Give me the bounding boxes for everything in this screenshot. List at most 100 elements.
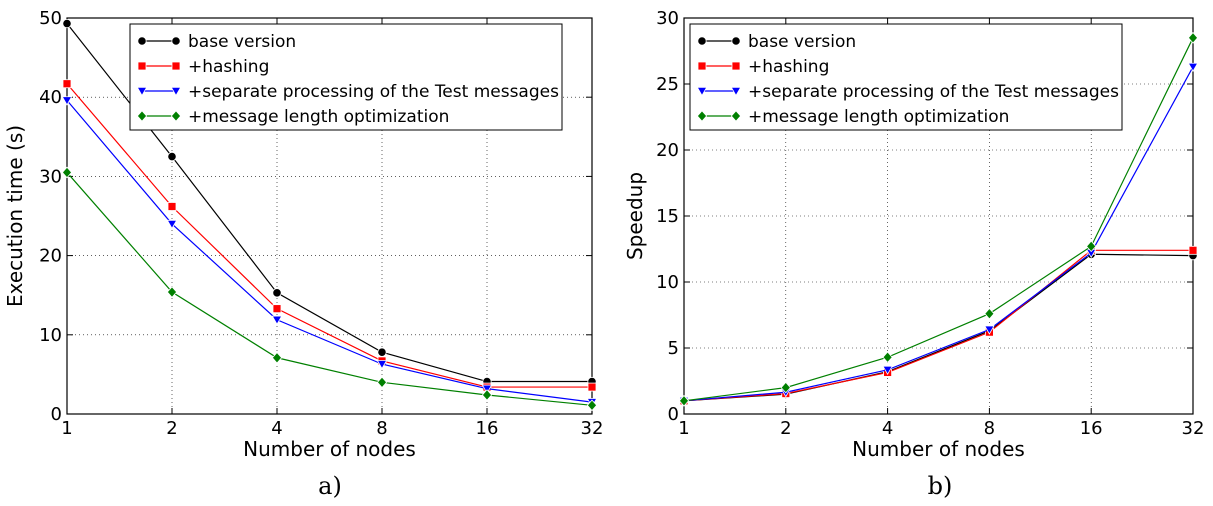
- legend-marker: [171, 61, 181, 71]
- legend-label: base version: [748, 32, 856, 52]
- legend-marker: [696, 87, 708, 97]
- data-point: [1086, 240, 1097, 253]
- legend-marker: [170, 87, 182, 97]
- data-point: [62, 79, 72, 89]
- data-point: [376, 376, 388, 389]
- x-tick-label: 2: [166, 418, 177, 439]
- data-point: [882, 365, 893, 375]
- panel-caption: b): [928, 472, 953, 500]
- y-tick-label: 20: [656, 140, 679, 161]
- data-point: [1187, 31, 1199, 44]
- data-point: [586, 399, 598, 412]
- legend-entry: +message length optimization: [136, 107, 449, 127]
- series-line: [66, 83, 592, 388]
- legend-marker: [697, 61, 707, 71]
- y-tick-label: 25: [656, 74, 679, 95]
- y-axis-label: Speedup: [623, 172, 647, 260]
- y-tick-label: 30: [656, 8, 679, 29]
- data-point: [166, 286, 178, 298]
- x-tick-label: 4: [882, 418, 893, 439]
- x-tick-label: 4: [271, 418, 282, 439]
- data-point: [166, 219, 178, 230]
- legend-marker: [731, 61, 741, 71]
- series-4: [678, 31, 1199, 407]
- data-point: [377, 347, 387, 357]
- series-line: [683, 66, 1194, 402]
- legend-label: +separate processing of the Test message…: [748, 82, 1119, 102]
- y-tick-label: 5: [668, 338, 679, 359]
- legend-entry: +hashing: [137, 57, 269, 77]
- legend-entry: base version: [697, 32, 856, 52]
- y-tick-label: 0: [51, 404, 62, 425]
- legend-label: +message length optimization: [188, 107, 449, 127]
- y-tick-label: 50: [39, 8, 62, 29]
- x-tick-label: 16: [476, 418, 499, 439]
- series-line: [66, 172, 593, 406]
- y-tick-label: 30: [39, 166, 62, 187]
- legend-box: [689, 23, 1123, 131]
- y-tick-label: 10: [656, 272, 679, 293]
- data-point: [678, 394, 690, 407]
- series-1: [679, 249, 1198, 406]
- speedup-chart: 1 2 4 8 16 32 0 5 10 15 20 25 30 Number of nodes Speed…: [623, 8, 1204, 500]
- exec-time-chart: 1 2 4 8 16 32 0 10 20 30 40 50 Number of nodes Execut…: [3, 8, 603, 500]
- data-point: [272, 288, 282, 298]
- legend: base version +hashing +separate processing…: [689, 23, 1123, 131]
- x-tick-label: 1: [61, 418, 72, 439]
- data-point: [62, 18, 72, 29]
- x-axis-label: Number of nodes: [243, 437, 416, 461]
- legend-marker: [136, 87, 148, 97]
- data-point: [587, 382, 597, 392]
- x-tick-label: 32: [1182, 418, 1205, 439]
- x-tick-label: 8: [376, 418, 387, 439]
- series-line: [683, 249, 1193, 402]
- legend-marker: [136, 110, 148, 122]
- legend-label: +hashing: [748, 57, 829, 77]
- data-point: [61, 96, 73, 106]
- legend-marker: [730, 110, 742, 122]
- series-3: [61, 96, 598, 408]
- y-tick-label: 0: [668, 404, 679, 425]
- plot-frame: [66, 17, 593, 415]
- y-tick-label: 15: [656, 206, 679, 227]
- legend-marker: [170, 110, 182, 122]
- x-tick-label: 16: [1080, 418, 1103, 439]
- legend-box: [129, 23, 563, 131]
- legend-entry: +message length optimization: [696, 107, 1009, 127]
- y-axis-label: Execution time (s): [3, 125, 27, 307]
- data-point: [481, 389, 493, 401]
- legend-marker: [730, 87, 742, 97]
- data-point: [61, 166, 73, 179]
- legend-marker: [137, 36, 147, 46]
- legend-marker: [696, 110, 708, 122]
- data-point: [376, 360, 388, 370]
- legend-marker: [697, 36, 707, 46]
- data-point: [481, 384, 493, 394]
- y-tick-label: 40: [39, 87, 62, 108]
- panel-caption: a): [318, 472, 342, 500]
- series-line: [66, 23, 592, 383]
- data-point: [984, 307, 995, 320]
- data-point: [1188, 245, 1198, 255]
- data-point: [984, 325, 995, 335]
- series-1: [62, 18, 597, 387]
- legend-label: +separate processing of the Test message…: [188, 82, 559, 102]
- legend-marker: [731, 36, 741, 46]
- legend-entry: base version: [137, 32, 296, 52]
- series-4: [61, 166, 598, 412]
- data-point: [167, 152, 177, 162]
- series-line: [66, 99, 593, 403]
- series-line: [683, 253, 1194, 402]
- x-tick-label: 32: [581, 418, 604, 439]
- legend-marker: [171, 36, 181, 46]
- data-point: [1187, 62, 1199, 73]
- y-tick-label: 10: [39, 325, 62, 346]
- x-tick-label: 8: [984, 418, 995, 439]
- legend-label: base version: [188, 32, 296, 52]
- legend-entry: +separate processing of the Test message…: [136, 82, 559, 102]
- data-point: [167, 202, 177, 211]
- x-tick-label: 1: [678, 418, 689, 439]
- legend-entry: +separate processing of the Test message…: [696, 82, 1119, 102]
- x-axis-label: Number of nodes: [852, 437, 1025, 461]
- data-point: [271, 351, 283, 364]
